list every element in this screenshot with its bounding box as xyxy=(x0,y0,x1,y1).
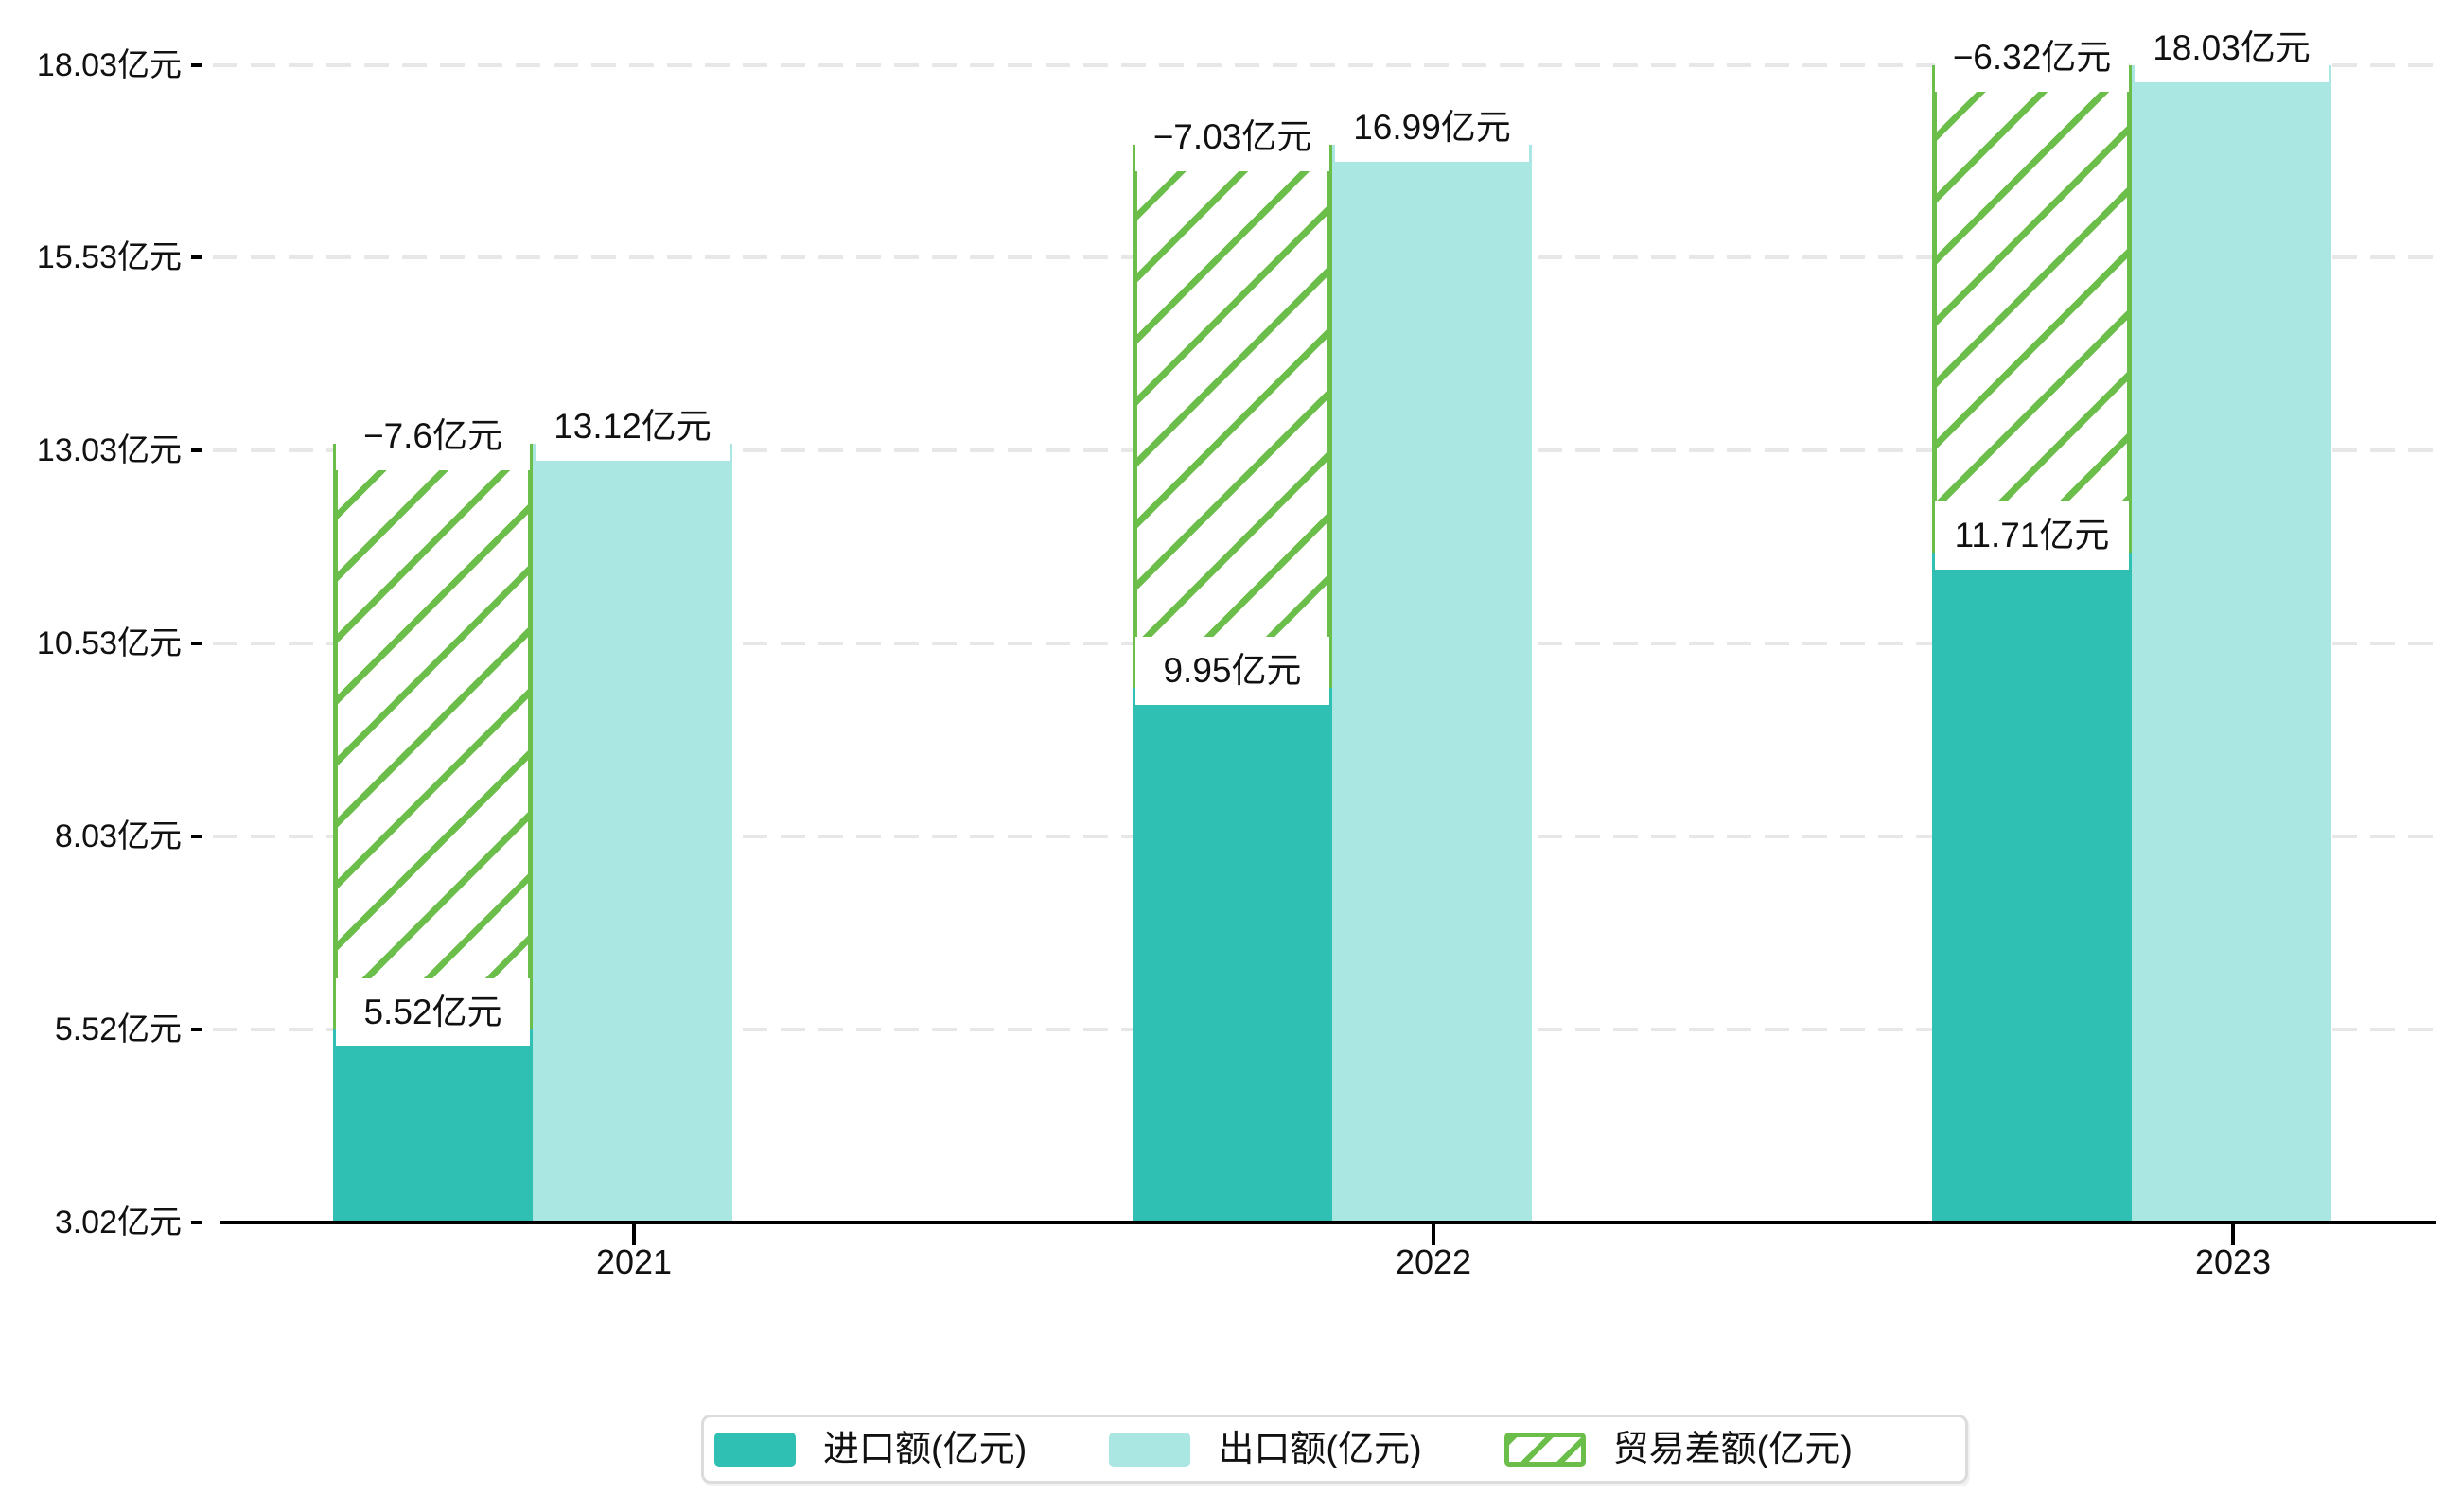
y-axis-label: 3.02亿元 xyxy=(54,1204,182,1240)
data-label-export-2022: 16.99亿元 xyxy=(1335,94,1529,163)
y-axis-label: 15.53亿元 xyxy=(36,239,182,276)
x-axis-tick xyxy=(1432,1224,1435,1245)
data-label-balance-2021: −7.6亿元 xyxy=(336,401,530,470)
x-axis-label-2023: 2023 xyxy=(2194,1242,2272,1281)
data-label-import-2022: 9.95亿元 xyxy=(1135,637,1329,706)
y-axis-tick xyxy=(191,448,202,453)
legend-swatch-balance-hatch-icon xyxy=(1503,1432,1586,1467)
legend-item-balance[interactable]: 贸易差额(亿元) xyxy=(1503,1428,1853,1471)
legend-label-import: 进口额(亿元) xyxy=(823,1429,1028,1469)
legend-swatch-import xyxy=(714,1432,796,1467)
legend-item-import[interactable]: 进口额(亿元) xyxy=(714,1428,1027,1471)
bar-trade-balance-2023[interactable] xyxy=(1932,64,2132,553)
y-axis-label: 8.03亿元 xyxy=(54,818,182,854)
y-axis-tick xyxy=(191,1221,202,1224)
y-axis-label: 18.03亿元 xyxy=(36,46,182,83)
y-axis-tick xyxy=(191,255,202,260)
bar-import-2023[interactable] xyxy=(1932,552,2132,1222)
y-gridline xyxy=(213,62,2436,67)
x-axis-label-2022: 2022 xyxy=(1395,1242,1472,1281)
y-axis-label: 10.53亿元 xyxy=(36,624,182,661)
x-axis-tick xyxy=(2231,1224,2235,1245)
legend-label-export: 出口额(亿元) xyxy=(1218,1429,1422,1469)
bar-export-2023[interactable] xyxy=(2132,64,2331,1222)
data-label-import-2023: 11.71亿元 xyxy=(1935,501,2129,570)
x-axis-label-2021: 2021 xyxy=(595,1242,673,1281)
data-label-import-2021: 5.52亿元 xyxy=(336,978,530,1047)
x-axis-line xyxy=(220,1221,2436,1224)
legend-swatch-export xyxy=(1109,1432,1191,1467)
legend: 进口额(亿元) 出口额(亿元) 贸易差额(亿元) xyxy=(701,1415,1968,1484)
bar-export-2022[interactable] xyxy=(1332,145,1532,1222)
data-label-balance-2023: −6.32亿元 xyxy=(1935,23,2129,92)
legend-item-export[interactable]: 出口额(亿元) xyxy=(1109,1428,1422,1471)
bar-trade-balance-2021[interactable] xyxy=(333,443,533,1030)
bar-import-2021[interactable] xyxy=(333,1029,533,1222)
y-axis-tick xyxy=(191,1028,202,1032)
bar-trade-balance-2022[interactable] xyxy=(1133,145,1332,689)
bar-export-2021[interactable] xyxy=(533,443,732,1222)
bar-import-2022[interactable] xyxy=(1133,688,1332,1222)
data-label-export-2023: 18.03亿元 xyxy=(2135,13,2329,82)
y-axis-label: 13.03亿元 xyxy=(36,432,182,469)
data-label-export-2021: 13.12亿元 xyxy=(536,392,730,461)
y-axis-tick xyxy=(191,641,202,645)
y-axis-tick xyxy=(191,834,202,838)
legend-label-balance: 贸易差额(亿元) xyxy=(1612,1429,1853,1469)
y-axis-tick xyxy=(191,62,202,67)
data-label-balance-2022: −7.03亿元 xyxy=(1135,103,1329,172)
y-axis-label: 5.52亿元 xyxy=(54,1011,182,1048)
x-axis-tick xyxy=(632,1224,636,1245)
